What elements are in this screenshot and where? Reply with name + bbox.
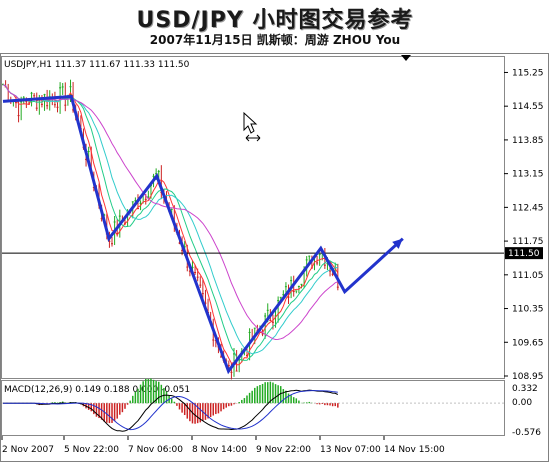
projection-zigzag-line bbox=[2, 94, 404, 375]
macd-layer bbox=[2, 378, 504, 432]
price-axis: 115.25 114.55 113.85 113.15 112.45 111.75 111.… bbox=[504, 68, 544, 382]
current-price-badge bbox=[505, 247, 543, 260]
price-tick-label: 113.85 bbox=[512, 136, 544, 146]
macd-tick-bottom: -0.576 bbox=[512, 428, 541, 438]
page-title: USD/JPY 小时图交易参考 bbox=[136, 8, 414, 33]
macd-signal-line bbox=[3, 390, 338, 431]
chart-shift-marker-icon[interactable] bbox=[401, 55, 411, 61]
page-subtitle: 2007年11月15日 凯斯顿：周游 ZHOU You bbox=[149, 33, 401, 47]
macd-tick-zero: 0.00 bbox=[512, 398, 532, 408]
time-tick-label: 14 Nov 15:00 bbox=[384, 445, 445, 455]
time-tick-label: 13 Nov 07:00 bbox=[320, 445, 381, 455]
price-tick-label: 114.55 bbox=[512, 102, 544, 112]
moving-average-line bbox=[2, 84, 338, 355]
macd-tick-top: 0.332 bbox=[512, 384, 538, 394]
price-tick-label: 112.45 bbox=[512, 203, 544, 213]
price-tick-label: 113.15 bbox=[512, 170, 544, 180]
price-tick-label: 111.75 bbox=[512, 237, 544, 247]
moving-averages-layer bbox=[2, 84, 339, 366]
mouse-pointer-icon bbox=[243, 111, 261, 142]
price-tick-label: 115.25 bbox=[512, 68, 544, 78]
price-tick-label: 109.65 bbox=[512, 338, 544, 348]
symbol-info: USDJPY,H1 111.37 111.67 111.33 111.50 bbox=[4, 60, 190, 70]
price-tick-label: 110.35 bbox=[512, 305, 544, 315]
projection-arrowhead-icon bbox=[392, 238, 403, 249]
time-tick-label: 2 Nov 2007 bbox=[2, 445, 54, 455]
time-axis: 2 Nov 2007 5 Nov 22:00 7 Nov 06:00 8 Nov 14… bbox=[1, 436, 445, 455]
moving-average-line bbox=[2, 84, 338, 341]
projection-layer bbox=[2, 94, 404, 375]
time-tick-label: 8 Nov 14:00 bbox=[192, 445, 247, 455]
time-tick-label: 9 Nov 22:00 bbox=[256, 445, 311, 455]
price-tick-label: 111.05 bbox=[512, 271, 544, 281]
price-panel bbox=[1, 56, 505, 379]
time-tick-label: 7 Nov 06:00 bbox=[128, 445, 183, 455]
macd-label: MACD(12,26,9) 0.149 0.188 0.000 -0.051 bbox=[4, 385, 190, 395]
price-tick-label: 108.95 bbox=[512, 372, 544, 382]
time-tick-label: 5 Nov 22:00 bbox=[64, 445, 119, 455]
current-price-label: 111.50 bbox=[508, 249, 540, 259]
